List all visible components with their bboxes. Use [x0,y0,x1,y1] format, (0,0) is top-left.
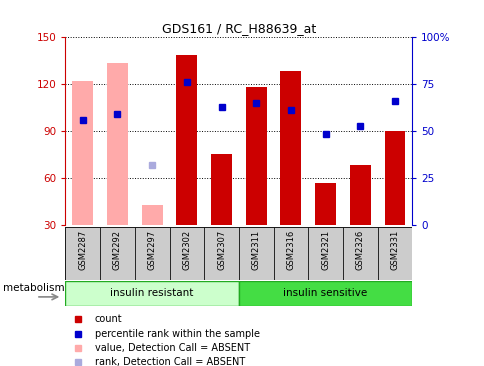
Text: GSM2307: GSM2307 [216,229,226,270]
Bar [315,183,335,225]
Title: GDS161 / RC_H88639_at: GDS161 / RC_H88639_at [161,22,316,36]
Bar [72,81,93,225]
Text: metabolism: metabolism [3,283,65,293]
Text: GSM2302: GSM2302 [182,229,191,270]
Bar [245,87,266,225]
Text: GSM2287: GSM2287 [78,229,87,270]
Text: value, Detection Call = ABSENT: value, Detection Call = ABSENT [94,343,249,353]
FancyBboxPatch shape [273,227,308,280]
FancyBboxPatch shape [65,281,239,306]
Text: GSM2292: GSM2292 [113,229,122,270]
Bar [349,165,370,225]
Text: count: count [94,314,122,325]
Text: GSM2297: GSM2297 [147,229,156,270]
FancyBboxPatch shape [308,227,342,280]
FancyBboxPatch shape [342,227,377,280]
FancyBboxPatch shape [377,227,411,280]
FancyBboxPatch shape [100,227,135,280]
Text: GSM2326: GSM2326 [355,229,364,270]
FancyBboxPatch shape [239,281,411,306]
Text: percentile rank within the sample: percentile rank within the sample [94,329,259,339]
Text: GSM2311: GSM2311 [251,229,260,270]
FancyBboxPatch shape [239,227,273,280]
Bar [280,71,301,225]
Bar [211,154,231,225]
Text: GSM2331: GSM2331 [390,229,399,270]
Bar [107,63,128,225]
Text: rank, Detection Call = ABSENT: rank, Detection Call = ABSENT [94,357,244,366]
FancyBboxPatch shape [135,227,169,280]
FancyBboxPatch shape [169,227,204,280]
Bar [141,205,162,225]
Text: insulin resistant: insulin resistant [110,288,194,298]
Text: GSM2321: GSM2321 [320,229,330,270]
Text: insulin sensitive: insulin sensitive [283,288,367,298]
Bar [176,55,197,225]
FancyBboxPatch shape [65,227,100,280]
Bar [384,131,405,225]
Text: GSM2316: GSM2316 [286,229,295,270]
FancyBboxPatch shape [204,227,239,280]
